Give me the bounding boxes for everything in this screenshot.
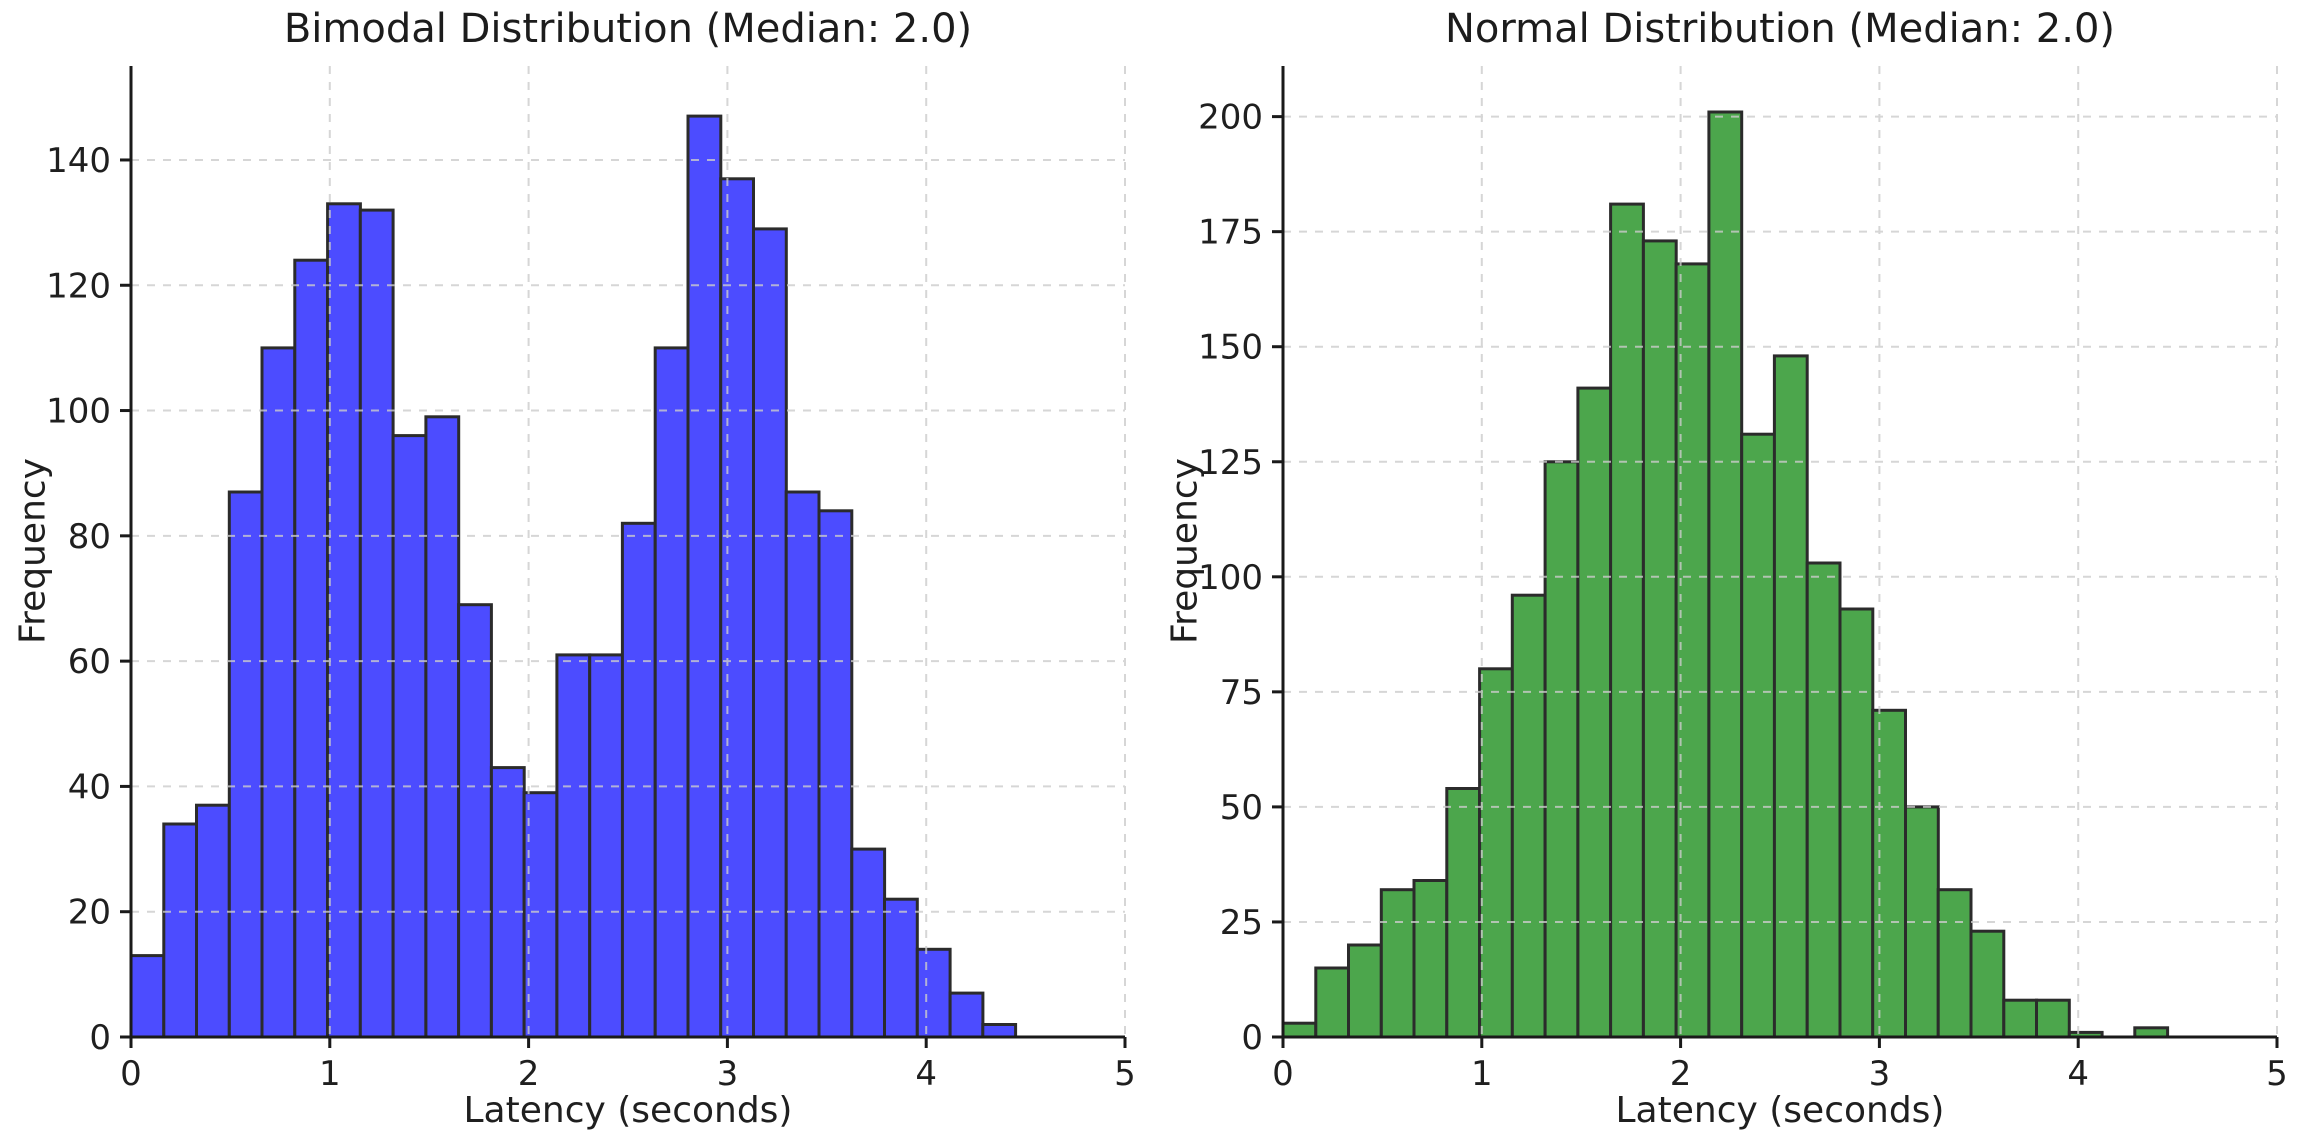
y-tick-label: 140 (46, 141, 111, 181)
y-tick-label: 125 (1198, 443, 1263, 483)
histogram-bar (686, 114, 723, 1039)
histogram-bar (391, 434, 428, 1039)
histogram-bar (1641, 239, 1678, 1039)
histogram-bar (1379, 888, 1416, 1039)
histogram-bar (588, 653, 625, 1039)
histogram-bar (1478, 667, 1514, 1039)
histogram-bar (162, 822, 199, 1039)
axes (1272, 66, 2279, 1048)
histogram-bar (850, 847, 887, 1039)
histogram-bar (1772, 354, 1809, 1039)
histogram-bar (784, 490, 821, 1039)
histogram-bar (424, 415, 461, 1039)
histogram-bar (883, 897, 919, 1039)
y-tick-label: 100 (46, 392, 111, 432)
histogram-bar (1969, 929, 2006, 1039)
axes (120, 66, 1127, 1048)
tick-labels: 0 25 50 75 100 125 150 175 200 0 1 2 3 4 5 (1198, 98, 2288, 1094)
histogram-bar (1871, 708, 1908, 1039)
histogram-bar (653, 346, 690, 1039)
histogram-bar (2035, 998, 2071, 1039)
y-tick-label: 175 (1198, 213, 1263, 253)
histogram-bar (2002, 998, 2039, 1039)
bars (1281, 110, 2170, 1039)
histogram-bar (293, 258, 330, 1039)
histogram-bar (1707, 110, 1744, 1039)
histogram-bar (719, 177, 756, 1039)
x-tick-label: 4 (915, 1054, 937, 1094)
chart-title: Normal Distribution (Median: 2.0) (1444, 6, 2116, 52)
histogram-bar (1510, 593, 1547, 1039)
y-tick-label: 200 (1198, 98, 1263, 138)
x-tick-label: 0 (1272, 1054, 1294, 1094)
histogram-bar (1445, 787, 1482, 1039)
histogram-bar (1576, 386, 1613, 1039)
histogram-bar (457, 603, 493, 1039)
y-tick-label: 0 (1241, 1018, 1263, 1058)
y-axis-label: Frequency (12, 458, 54, 644)
x-tick-label: 5 (2266, 1054, 2288, 1094)
y-tick-label: 75 (1220, 673, 1263, 713)
y-tick-label: 20 (68, 893, 111, 933)
x-tick-label: 1 (1471, 1054, 1493, 1094)
x-axis-label: Latency (seconds) (1615, 1090, 1945, 1131)
histogram-bar (358, 208, 395, 1039)
x-tick-label: 2 (1670, 1054, 1692, 1094)
histogram-bar (129, 954, 166, 1039)
chart-title: Bimodal Distribution (Median: 2.0) (283, 6, 973, 52)
x-tick-label: 3 (717, 1054, 739, 1094)
x-tick-label: 2 (518, 1054, 540, 1094)
histogram-bar (817, 509, 854, 1039)
y-tick-label: 120 (46, 266, 111, 306)
y-tick-label: 60 (68, 642, 111, 682)
histogram-bar (1609, 202, 1645, 1039)
x-tick-label: 3 (1869, 1054, 1891, 1094)
bars (129, 114, 1018, 1039)
y-tick-label: 50 (1220, 788, 1263, 828)
histogram-bar (1281, 1021, 1318, 1039)
y-tick-label: 25 (1220, 903, 1263, 943)
y-tick-label: 40 (68, 767, 111, 807)
x-tick-label: 0 (120, 1054, 142, 1094)
x-axis-label: Latency (seconds) (463, 1090, 793, 1131)
x-tick-label: 4 (2067, 1054, 2089, 1094)
histogram-bar (1740, 432, 1777, 1039)
histogram-bar (620, 521, 657, 1039)
y-tick-label: 150 (1198, 328, 1263, 368)
histogram-bar (489, 766, 526, 1039)
histogram-bar (752, 227, 788, 1039)
y-tick-label: 80 (68, 517, 111, 557)
histogram-bar (1543, 460, 1580, 1039)
x-tick-label: 1 (319, 1054, 341, 1094)
histogram-bar (1838, 607, 1875, 1039)
histogram-bar (260, 346, 297, 1039)
histogram-bar (1314, 966, 1351, 1039)
histogram-bar (1805, 561, 1842, 1039)
y-tick-label: 0 (89, 1018, 111, 1058)
histogram-bar (195, 803, 231, 1039)
histogram-bar (948, 991, 985, 1039)
bimodal-histogram-panel: 0 20 40 60 80 100 120 140 0 1 2 3 4 5 Bimodal Distrib… (12, 6, 1136, 1131)
normal-histogram-plot: 0 25 50 75 100 125 150 175 200 0 1 2 3 4 5 (1198, 66, 2288, 1094)
y-axis-label: Frequency (1164, 458, 1206, 644)
histogram-bar (915, 947, 952, 1039)
tick-labels: 0 20 40 60 80 100 120 140 0 1 2 3 4 5 (46, 141, 1136, 1094)
histogram-bar (555, 653, 592, 1039)
bimodal-histogram-plot: 0 20 40 60 80 100 120 140 0 1 2 3 4 5 (46, 66, 1136, 1094)
gridlines (131, 66, 1126, 1037)
histogram-bar (1936, 888, 1973, 1039)
histogram-bar (1412, 879, 1449, 1039)
histogram-bar (1347, 943, 1383, 1039)
normal-histogram-panel: 0 25 50 75 100 125 150 175 200 0 1 2 3 4 5 Normal Dist… (1152, 0, 2304, 1142)
x-tick-label: 5 (1114, 1054, 1136, 1094)
histogram-bar (227, 490, 264, 1039)
histogram-bar (981, 1023, 1018, 1039)
y-tick-label: 100 (1198, 558, 1263, 598)
gridlines (1283, 66, 2278, 1037)
